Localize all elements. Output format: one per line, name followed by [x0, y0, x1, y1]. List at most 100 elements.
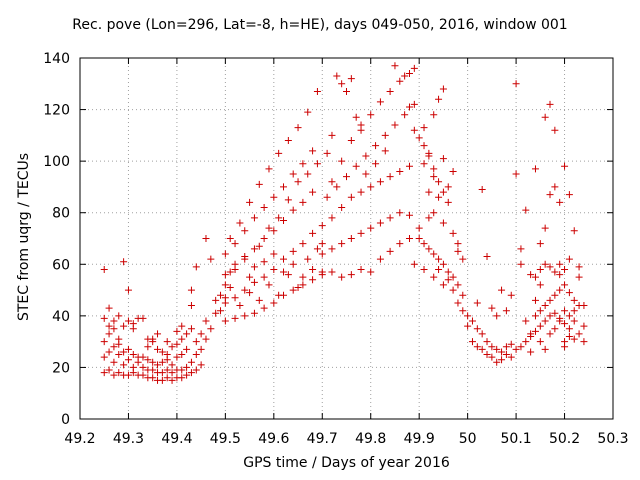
data-point [570, 335, 578, 343]
data-point [347, 235, 355, 242]
data-point [231, 240, 239, 248]
data-point [275, 149, 283, 157]
data-point [493, 312, 501, 320]
data-point [405, 69, 413, 77]
data-point [255, 296, 263, 304]
data-point [541, 113, 549, 121]
data-point [575, 273, 583, 281]
data-point [105, 348, 113, 356]
data-point [343, 173, 350, 181]
data-point [430, 209, 438, 217]
data-point [357, 265, 365, 273]
data-point [546, 191, 554, 199]
x-tick-label: 49.9 [404, 431, 435, 447]
data-point [556, 260, 564, 268]
data-point [522, 206, 530, 214]
data-point [347, 137, 355, 145]
data-point [352, 162, 360, 170]
data-point [304, 108, 312, 116]
data-point [468, 317, 476, 325]
data-point [183, 330, 191, 338]
data-point [405, 211, 413, 219]
x-tick-label: 49.8 [355, 431, 386, 447]
data-point [173, 353, 181, 361]
data-point [556, 271, 564, 279]
data-point [260, 235, 268, 242]
data-point [420, 142, 428, 150]
data-point [565, 325, 573, 333]
data-point [459, 291, 467, 299]
data-point [217, 307, 225, 315]
data-point [449, 286, 457, 294]
data-point [551, 126, 559, 134]
data-point [139, 363, 147, 371]
data-point [294, 124, 302, 132]
data-point [498, 286, 506, 294]
data-point [280, 183, 288, 191]
data-point [255, 180, 263, 188]
data-point [158, 358, 166, 366]
data-point [323, 149, 331, 157]
data-point [338, 157, 346, 165]
data-point [551, 325, 559, 333]
data-point [454, 247, 462, 255]
data-point [173, 340, 181, 348]
data-point [265, 165, 273, 173]
data-point [139, 371, 147, 379]
data-point [517, 245, 525, 253]
data-point [241, 253, 249, 261]
data-point [536, 322, 544, 330]
data-point [309, 265, 317, 273]
data-point [473, 299, 481, 307]
data-point [425, 245, 433, 253]
data-point [202, 335, 210, 343]
data-point [502, 307, 510, 315]
data-point [318, 222, 326, 230]
data-point [483, 351, 491, 359]
data-point [270, 299, 278, 307]
data-point [347, 75, 355, 83]
data-point [464, 312, 472, 320]
data-point [178, 366, 186, 374]
data-point [449, 273, 457, 281]
data-point [178, 322, 186, 330]
data-point [435, 255, 443, 263]
data-point [309, 276, 317, 284]
data-point [250, 214, 258, 222]
data-point [212, 296, 220, 304]
data-point [454, 299, 462, 307]
data-point [391, 62, 399, 70]
data-point [396, 209, 404, 217]
data-point [221, 281, 229, 289]
data-point [459, 307, 467, 315]
data-point [197, 330, 205, 338]
data-point [192, 366, 200, 374]
chart-title: Rec. pove (Lon=296, Lat=-8, h=HE), days … [72, 17, 568, 33]
data-point [527, 332, 535, 340]
data-point [289, 260, 297, 268]
data-point [478, 345, 486, 353]
data-point [512, 170, 520, 178]
data-point [124, 356, 132, 364]
data-point [168, 376, 176, 384]
data-point [536, 281, 544, 289]
data-point [439, 155, 447, 163]
data-point [124, 345, 132, 353]
data-point [183, 363, 191, 371]
data-point [498, 348, 506, 356]
data-point [304, 255, 312, 263]
data-point [517, 343, 525, 351]
data-point [478, 186, 486, 194]
data-point [231, 314, 239, 322]
data-point [187, 369, 195, 377]
data-point [260, 258, 268, 266]
data-point [376, 98, 384, 106]
data-point [527, 348, 535, 356]
data-point [531, 327, 539, 335]
data-point [580, 322, 588, 330]
data-point [352, 113, 360, 121]
data-point [197, 361, 205, 369]
data-point [270, 265, 278, 273]
data-point [124, 286, 132, 294]
data-point [376, 255, 384, 263]
